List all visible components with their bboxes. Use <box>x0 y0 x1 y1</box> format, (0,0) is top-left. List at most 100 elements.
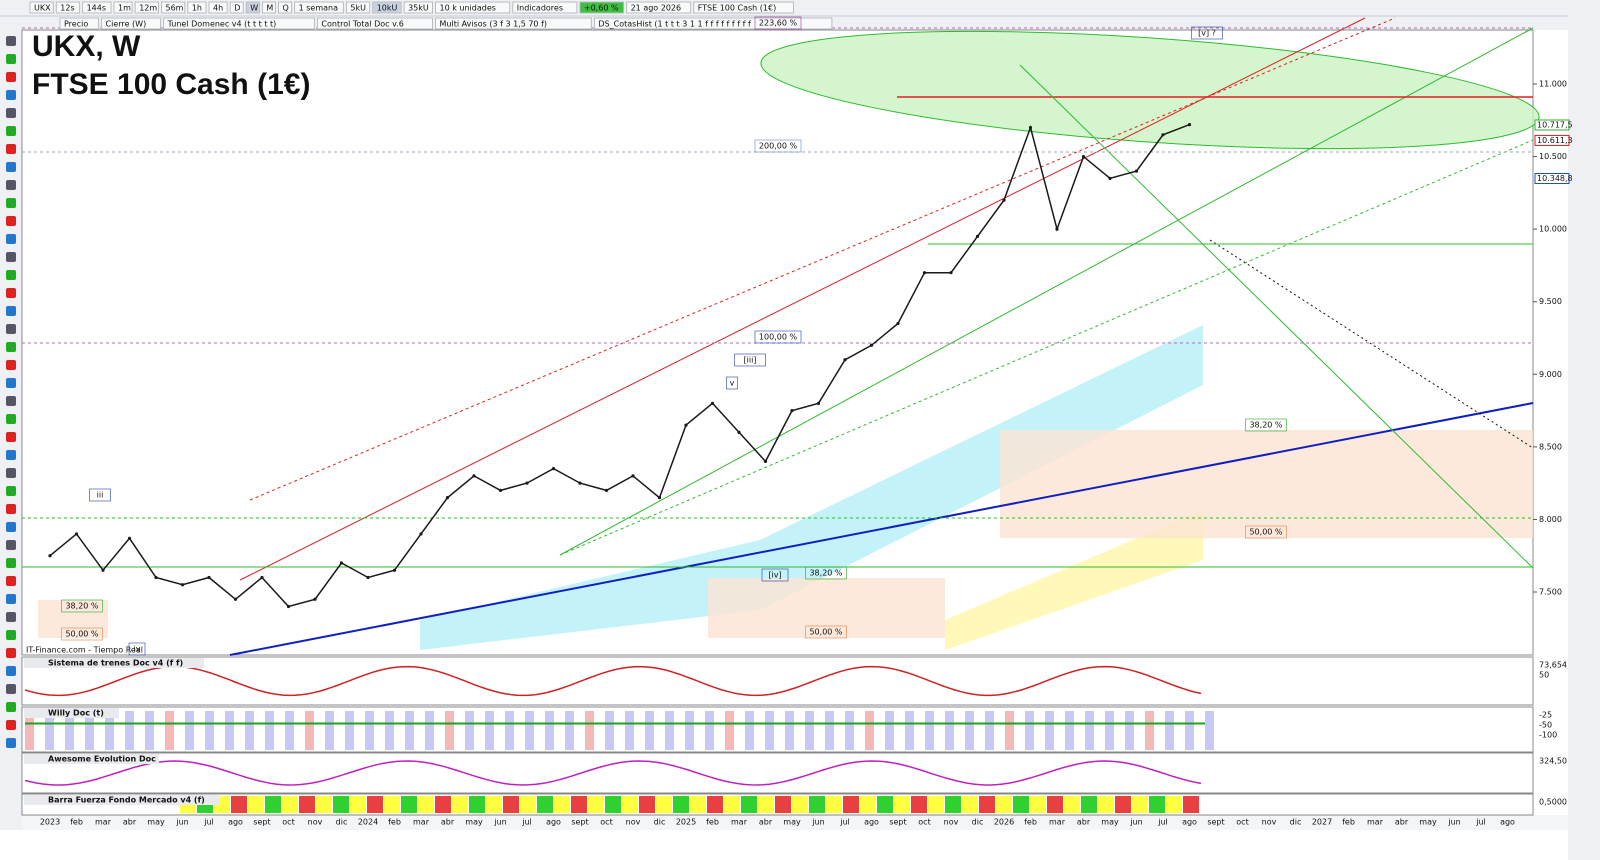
toolbar-label[interactable]: +0,60 % <box>584 4 619 13</box>
toolbar-button[interactable] <box>101 17 162 30</box>
tool-icon[interactable] <box>6 684 16 694</box>
toolbar-button[interactable] <box>278 1 293 14</box>
tool-icon[interactable] <box>6 468 16 478</box>
tool-icon[interactable] <box>6 234 16 244</box>
toolbar-label[interactable]: UKX <box>34 4 51 13</box>
toolbar-button[interactable] <box>187 1 207 14</box>
toolbar-button[interactable] <box>372 1 402 14</box>
toolbar-button[interactable] <box>261 1 276 14</box>
panel-stripe <box>865 711 874 750</box>
toolbar-button[interactable] <box>82 1 112 14</box>
toolbar-label[interactable]: D <box>234 4 240 13</box>
tool-icon[interactable] <box>6 702 16 712</box>
tool-icon[interactable] <box>6 558 16 568</box>
tool-icon[interactable] <box>6 648 16 658</box>
tool-icon[interactable] <box>6 216 16 226</box>
tool-icon[interactable] <box>6 396 16 406</box>
toolbar-button[interactable] <box>435 17 592 30</box>
tool-icon[interactable] <box>6 342 16 352</box>
toolbar-label[interactable]: Indicadores <box>517 4 563 13</box>
tool-icon[interactable] <box>6 198 16 208</box>
toolbar-label[interactable]: Control Total Doc v.6 <box>321 20 403 29</box>
toolbar-label[interactable]: Q <box>283 4 289 13</box>
toolbar-button[interactable] <box>229 1 244 14</box>
toolbar-button[interactable] <box>161 1 186 14</box>
toolbar-label[interactable]: 10 k unidades <box>440 4 496 13</box>
toolbar-button[interactable] <box>163 17 315 30</box>
toolbar-label[interactable]: M <box>266 4 273 13</box>
toolbar-label[interactable]: DS_CotasHist (1 t t t 3 1 1 f f f f f f … <box>598 20 751 29</box>
toolbar-label[interactable]: 21 ago 2026 <box>631 4 682 13</box>
toolbar-button[interactable] <box>59 17 100 30</box>
tool-icon[interactable] <box>6 432 16 442</box>
toolbar-label[interactable]: 4h <box>213 4 223 13</box>
toolbar-button[interactable] <box>626 1 692 14</box>
tool-icon[interactable] <box>6 360 16 370</box>
tool-icon[interactable] <box>6 126 16 136</box>
toolbar-button[interactable] <box>316 17 433 30</box>
tool-icon[interactable] <box>6 306 16 316</box>
tool-icon[interactable] <box>6 576 16 586</box>
tool-icon[interactable] <box>6 90 16 100</box>
tool-icon[interactable] <box>6 378 16 388</box>
toolbar-button[interactable] <box>579 1 625 14</box>
toolbar-label[interactable]: Precio <box>64 20 88 29</box>
panel-bar <box>775 796 791 813</box>
toolbar-button[interactable] <box>593 17 833 30</box>
tool-icon[interactable] <box>6 54 16 64</box>
tool-icon[interactable] <box>6 252 16 262</box>
toolbar-button[interactable] <box>512 1 578 14</box>
panel-stripe <box>1205 711 1214 750</box>
tool-icon[interactable] <box>6 594 16 604</box>
tool-icon[interactable] <box>6 324 16 334</box>
tool-icon[interactable] <box>6 522 16 532</box>
tool-icon[interactable] <box>6 540 16 550</box>
tool-icon[interactable] <box>6 666 16 676</box>
tool-icon[interactable] <box>6 486 16 496</box>
tool-icon[interactable] <box>6 612 16 622</box>
toolbar-label[interactable]: 1m <box>118 4 131 13</box>
toolbar-button[interactable] <box>435 1 511 14</box>
tool-icon[interactable] <box>6 162 16 172</box>
price-point <box>180 583 185 587</box>
toolbar-label[interactable]: 1 semana <box>299 4 338 13</box>
toolbar-label[interactable]: 144s <box>87 4 106 13</box>
toolbar-label[interactable]: FTSE 100 Cash (1€) <box>698 4 777 13</box>
tool-icon[interactable] <box>6 270 16 280</box>
tool-icon[interactable] <box>6 450 16 460</box>
toolbar-button[interactable] <box>294 1 344 14</box>
tool-icon[interactable] <box>6 180 16 190</box>
tool-icon[interactable] <box>6 144 16 154</box>
toolbar-label[interactable]: Cierre (W) <box>106 20 147 29</box>
tool-icon[interactable] <box>6 414 16 424</box>
toolbar-button[interactable] <box>134 1 159 14</box>
toolbar-button[interactable] <box>403 1 434 14</box>
toolbar-button[interactable] <box>208 1 228 14</box>
toolbar-label[interactable]: 5kU <box>350 4 366 13</box>
x-tick-label: oct <box>600 818 612 827</box>
toolbar-button[interactable] <box>55 1 81 14</box>
toolbar-button[interactable] <box>29 1 54 14</box>
tool-icon[interactable] <box>6 720 16 730</box>
toolbar-button[interactable] <box>113 1 133 14</box>
toolbar-button[interactable] <box>693 1 795 14</box>
toolbar-label[interactable]: 10kU <box>377 4 398 13</box>
toolbar-label[interactable]: 56m <box>166 4 184 13</box>
tool-icon[interactable] <box>6 36 16 46</box>
tool-icon[interactable] <box>6 108 16 118</box>
toolbar-label[interactable]: 35kU <box>408 4 429 13</box>
toolbar-button[interactable] <box>345 1 371 14</box>
tool-icon[interactable] <box>6 72 16 82</box>
toolbar-label[interactable]: 1h <box>192 4 202 13</box>
tool-icon[interactable] <box>6 630 16 640</box>
tool-icon[interactable] <box>6 288 16 298</box>
toolbar-button[interactable] <box>245 1 260 14</box>
tool-icon[interactable] <box>6 738 16 748</box>
tool-icon[interactable] <box>6 504 16 514</box>
toolbar-label[interactable]: Multi Avisos (3 f 3 1,5 70 f) <box>440 20 548 29</box>
toolbar-label[interactable]: W <box>250 4 258 13</box>
panel-bar <box>979 796 995 813</box>
toolbar-label[interactable]: Tunel Domenec v4 (t t t t t) <box>167 20 277 29</box>
toolbar-label[interactable]: 12m <box>139 4 157 13</box>
toolbar-label[interactable]: 12s <box>60 4 74 13</box>
